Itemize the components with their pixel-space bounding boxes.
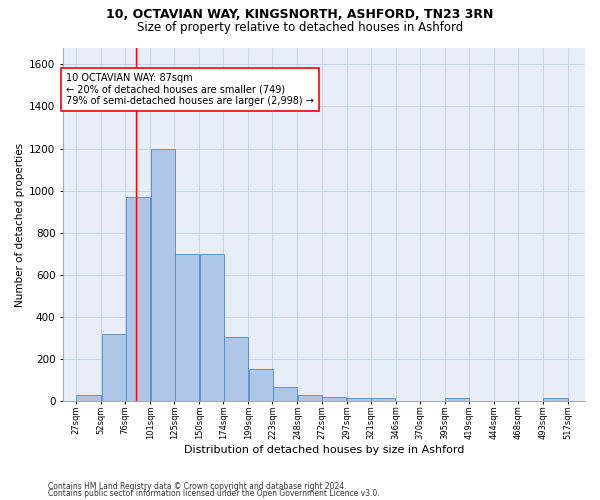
Bar <box>544 398 568 402</box>
Bar <box>322 397 346 402</box>
Text: Size of property relative to detached houses in Ashford: Size of property relative to detached ho… <box>137 21 463 34</box>
Y-axis label: Number of detached properties: Number of detached properties <box>15 142 25 306</box>
Bar <box>273 386 297 402</box>
Bar <box>151 148 175 402</box>
Bar <box>347 398 371 402</box>
Bar <box>371 398 395 402</box>
X-axis label: Distribution of detached houses by size in Ashford: Distribution of detached houses by size … <box>184 445 464 455</box>
Bar <box>445 398 469 402</box>
Bar <box>125 197 150 402</box>
Bar <box>76 395 101 402</box>
Bar <box>249 369 273 402</box>
Bar <box>200 254 224 402</box>
Bar <box>224 337 248 402</box>
Text: Contains HM Land Registry data © Crown copyright and database right 2024.: Contains HM Land Registry data © Crown c… <box>48 482 347 491</box>
Bar <box>101 334 126 402</box>
Bar <box>298 395 322 402</box>
Text: 10 OCTAVIAN WAY: 87sqm
← 20% of detached houses are smaller (749)
79% of semi-de: 10 OCTAVIAN WAY: 87sqm ← 20% of detached… <box>66 73 314 106</box>
Text: 10, OCTAVIAN WAY, KINGSNORTH, ASHFORD, TN23 3RN: 10, OCTAVIAN WAY, KINGSNORTH, ASHFORD, T… <box>106 8 494 20</box>
Text: Contains public sector information licensed under the Open Government Licence v3: Contains public sector information licen… <box>48 490 380 498</box>
Bar <box>175 254 199 402</box>
